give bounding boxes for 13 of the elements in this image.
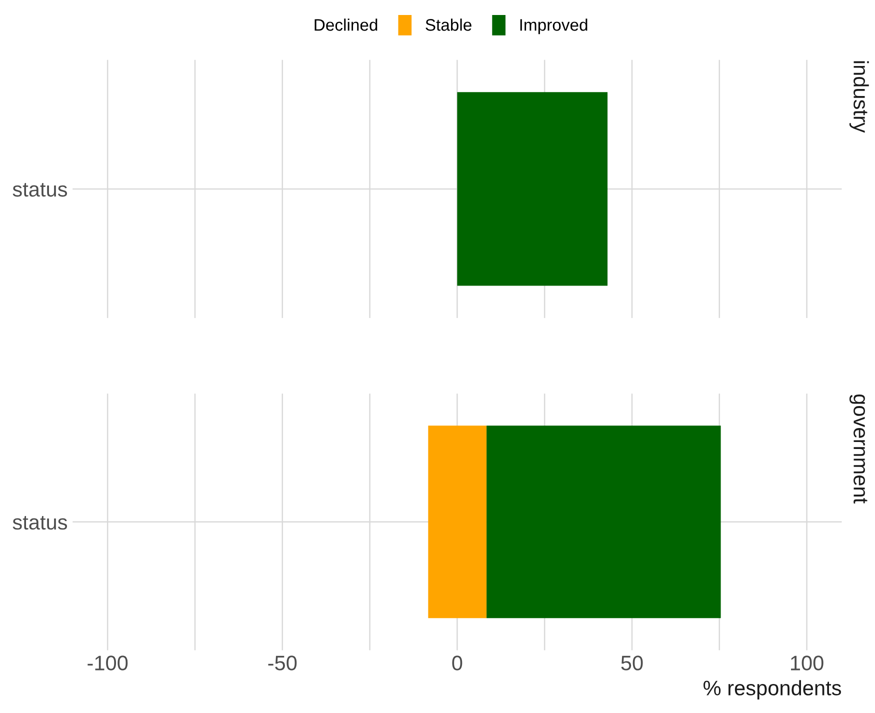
- x-tick-label: 50: [621, 656, 643, 670]
- legend-label: Stable: [426, 18, 472, 31]
- y2-axis-title: industry: [849, 61, 869, 133]
- y2-axis-title: government: [849, 394, 868, 504]
- x-tick-label: -50: [268, 656, 297, 670]
- text: Declined: [314, 18, 378, 31]
- y-tick-label: status: [12, 183, 68, 197]
- x-tick-label: 100: [791, 656, 824, 670]
- y-tick-label: status: [12, 516, 68, 530]
- x-tick-label: 0: [452, 656, 462, 670]
- x-tick-label: -100: [88, 656, 128, 670]
- x-axis-title: % respondents: [704, 680, 842, 700]
- legend-label: Improved: [520, 18, 588, 34]
